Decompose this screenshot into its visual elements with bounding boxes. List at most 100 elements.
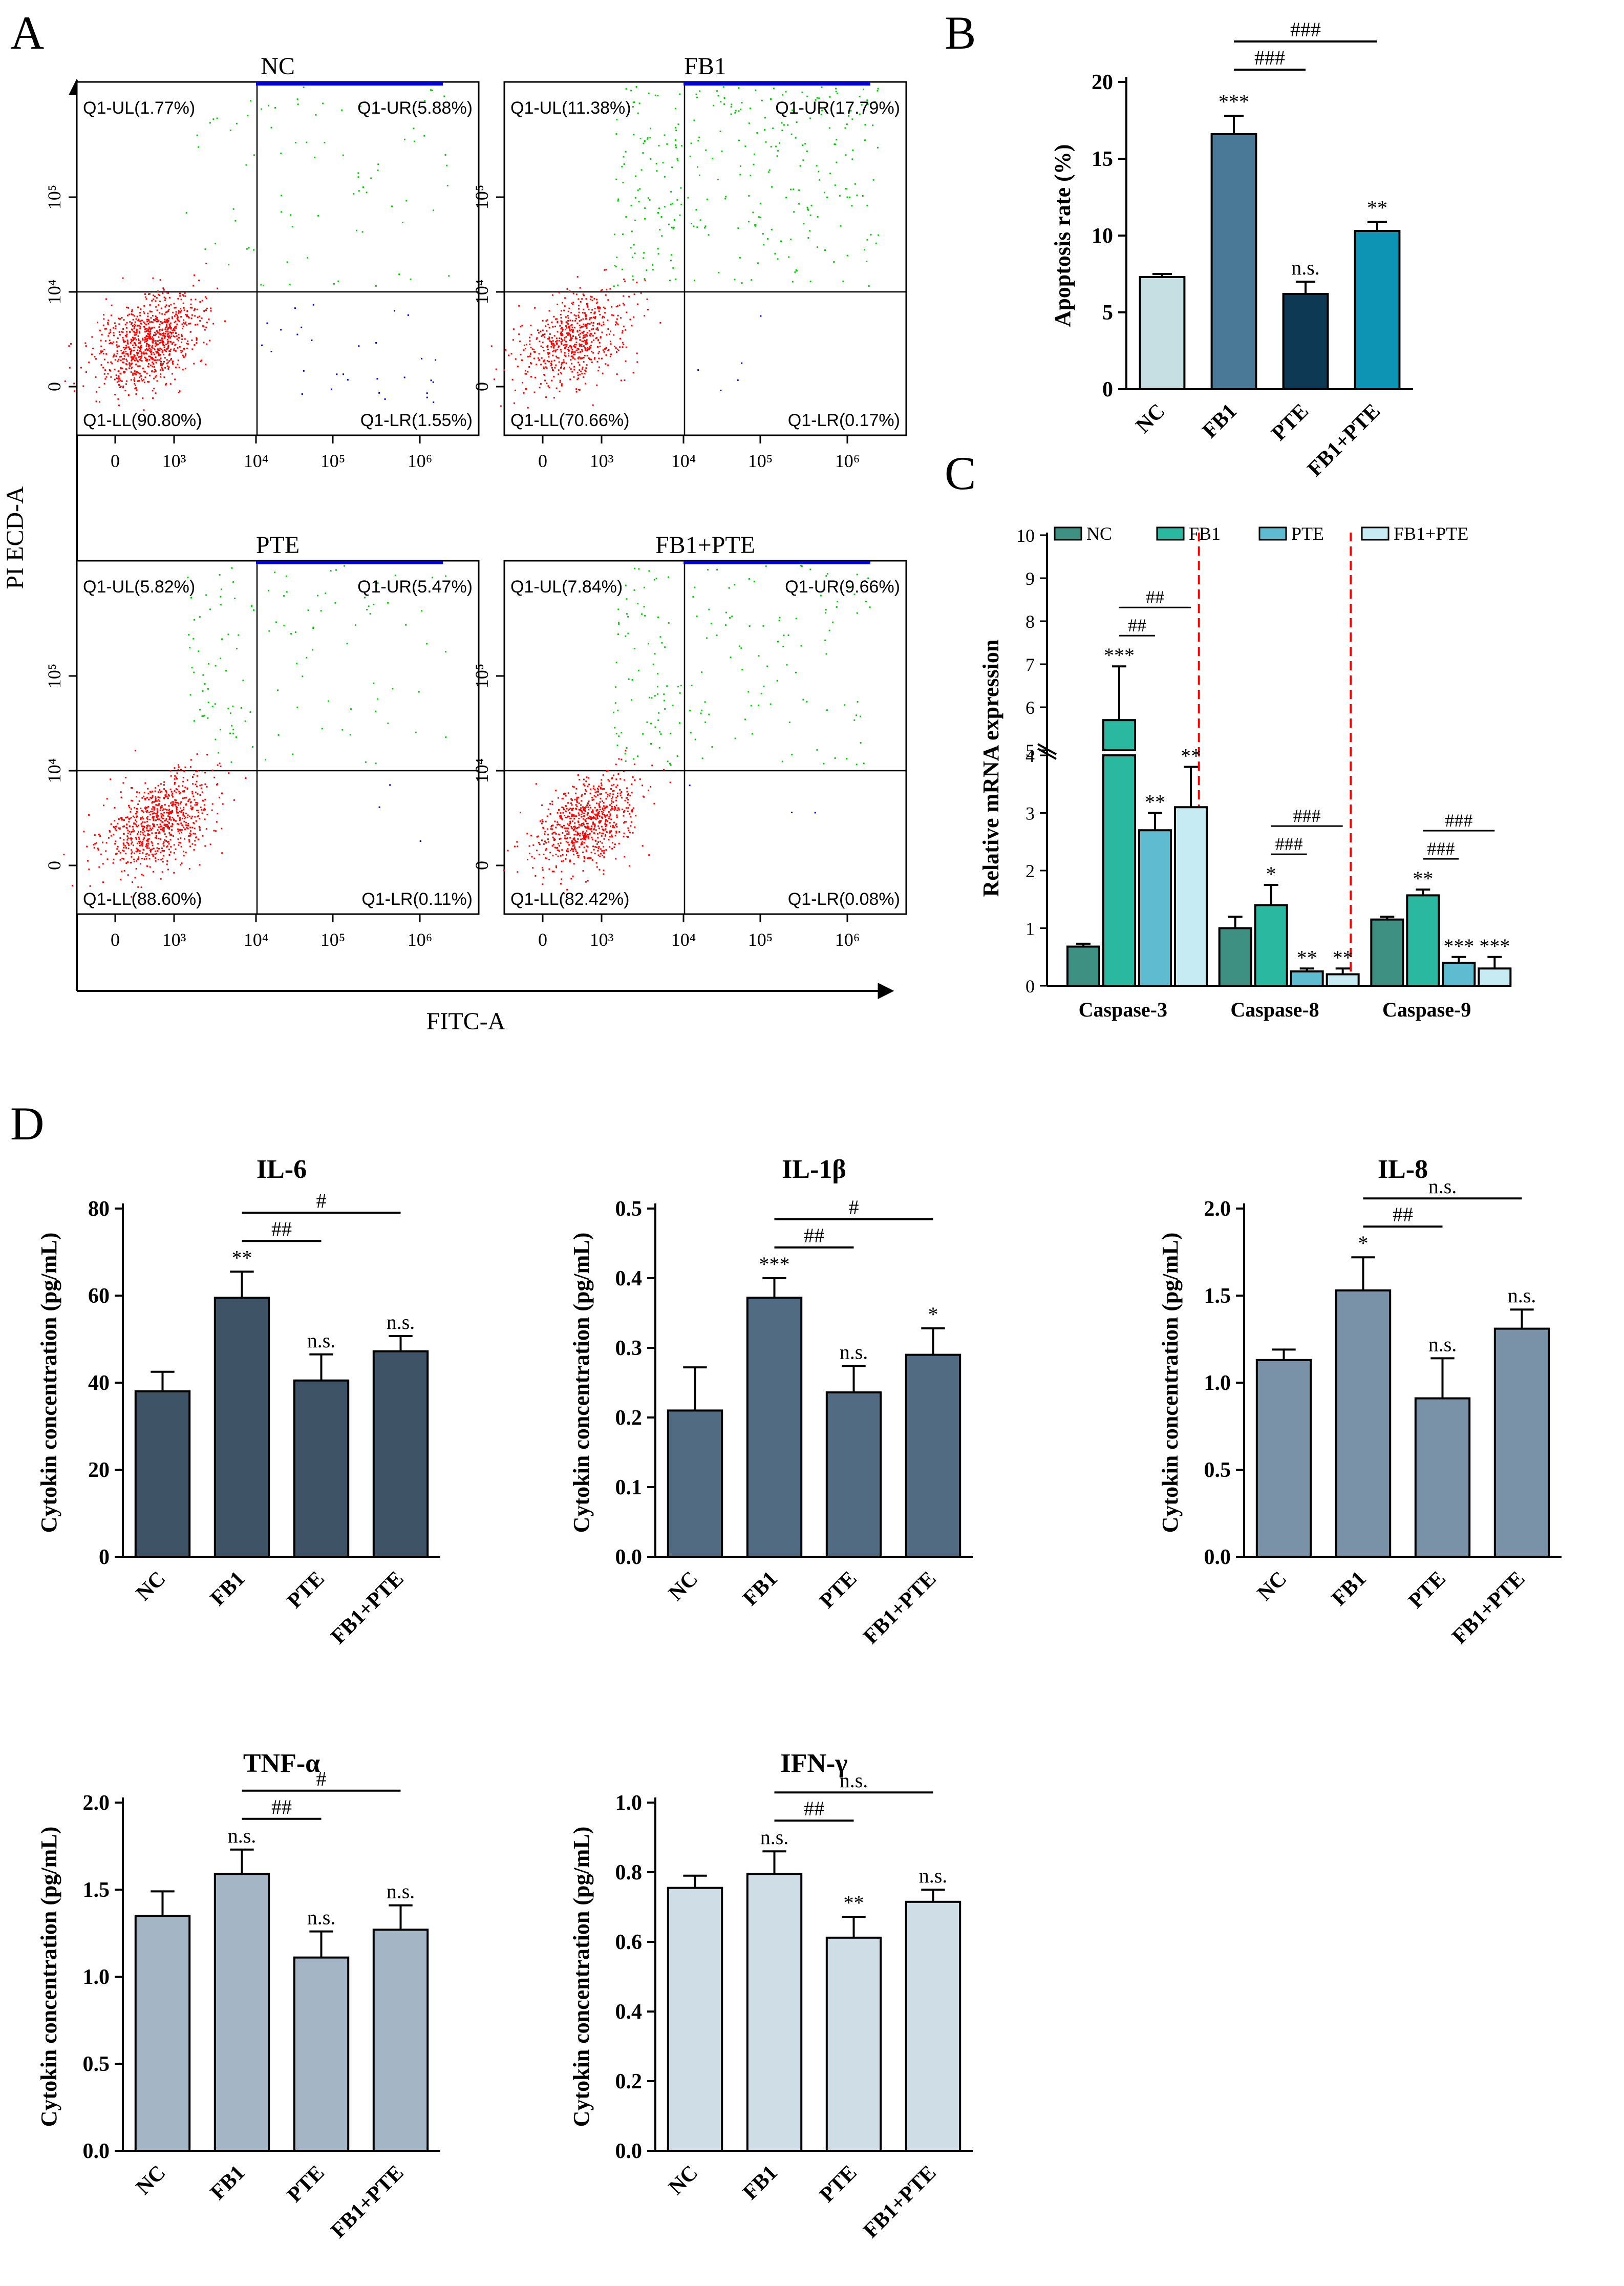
category-label: FB1 — [1327, 1567, 1371, 1611]
y-tick-label: 5 — [1025, 740, 1035, 761]
y-axis-label: Cytokin concentration (pg/mL) — [569, 1827, 594, 2127]
y-tick-label: 1.5 — [83, 1878, 110, 1902]
bar-fb1-pte — [372, 1929, 429, 2152]
y-axis-label: Cytokin concentration (pg/mL) — [569, 1233, 594, 1533]
comparison-label: n.s. — [1428, 1175, 1457, 1198]
legend-swatch — [1156, 526, 1185, 541]
bar-fb1-pte — [905, 1900, 961, 2152]
bar-pte — [1442, 962, 1476, 987]
category-label: FB1+PTE — [327, 2161, 409, 2243]
y-tick-label: 0.0 — [615, 2140, 643, 2163]
x-tick-label: 10⁵ — [748, 451, 773, 471]
x-tick-label: 10³ — [162, 929, 186, 950]
bar-fb1 — [1102, 719, 1136, 751]
bar-fb1 — [1102, 754, 1136, 987]
bar-fb1 — [1335, 1289, 1392, 1558]
y-tick-label: 0.8 — [615, 1861, 643, 1885]
significance-label: * — [1266, 862, 1276, 885]
significance-label: n.s. — [1291, 256, 1320, 279]
comparison-label: ### — [1427, 838, 1455, 859]
x-tick-label: 10⁶ — [835, 451, 860, 471]
y-tick-label: 1 — [1025, 919, 1035, 939]
y-tick-label: 0.6 — [615, 1931, 643, 1954]
category-label: PTE — [1404, 1567, 1450, 1613]
chart-title: IFN-γ — [780, 1749, 847, 1778]
y-tick-label: 2.0 — [83, 1791, 110, 1815]
significance-label: *** — [1219, 90, 1249, 113]
x-tick-label: 10⁵ — [320, 929, 346, 950]
bar-pte — [293, 1379, 350, 1558]
y-tick-label: 0.4 — [615, 1267, 643, 1290]
significance-label: n.s. — [919, 1864, 948, 1887]
group-label: Caspase-9 — [1382, 998, 1471, 1021]
comparison-label: # — [849, 1196, 859, 1219]
chart-title: IL-6 — [257, 1155, 307, 1184]
comparison-label: ### — [1254, 46, 1285, 69]
bar-fb1 — [213, 1297, 270, 1558]
significance-label: *** — [1443, 935, 1474, 958]
bar-chart-tnf-a: TNF-α 0.0 0.5 1.0 1.5 2.0 Cytokin concentratio… — [36, 1749, 440, 2243]
category-label: PTE — [283, 2161, 329, 2207]
significance-label: n.s. — [387, 1880, 415, 1903]
panel-label-d: D — [10, 1097, 44, 1150]
y-tick-label: 20 — [1092, 71, 1113, 94]
category-label: FB1+PTE — [859, 1567, 941, 1649]
bar-nc — [1218, 927, 1252, 987]
y-tick-label: 1.5 — [1204, 1284, 1231, 1308]
category-label: PTE — [815, 2161, 861, 2207]
x-tick-label: 0 — [111, 929, 120, 950]
y-tick-label: 0 — [1025, 976, 1035, 997]
significance-label: *** — [759, 1253, 790, 1276]
quadrant-ll-label: Q1-LL(70.66%) — [510, 411, 629, 430]
comparison-label: ## — [1146, 587, 1164, 607]
significance-label: *** — [1479, 935, 1510, 958]
population-ll-red — [64, 263, 226, 411]
legend-swatch — [1258, 526, 1287, 541]
dot-plot-pte: PTE Q1-UL(5.82%) Q1-UR(5.47%) Q1-LL(88.60%)… — [44, 532, 480, 950]
significance-label: n.s. — [1428, 1332, 1457, 1356]
bar-chart-ifn-g: IFN-γ 0.0 0.2 0.4 0.6 0.8 1.0 Cytokin concentra… — [569, 1749, 973, 2243]
y-tick-label: 9 — [1025, 568, 1035, 589]
quadrant-lr-label: Q1-LR(0.17%) — [788, 411, 900, 430]
group-label: Caspase-3 — [1079, 998, 1167, 1021]
y-tick-label: 10 — [1092, 224, 1113, 248]
y-tick-label: 10⁵ — [472, 664, 492, 689]
bar-pte — [1138, 829, 1172, 987]
comparison-label: ## — [804, 1797, 824, 1820]
y-tick-label: 8 — [1025, 611, 1035, 632]
plot-title: FB1+PTE — [655, 532, 755, 559]
category-label: FB1+PTE — [1448, 1567, 1530, 1649]
plot-title: NC — [261, 53, 295, 80]
y-tick-label: 0.4 — [615, 2000, 643, 2024]
apoptosis-rate-chart: 0 5 10 15 20 Apoptosis rate (%) NC *** FB1 n.s. PT… — [1050, 18, 1413, 481]
y-tick-label: 0 — [472, 382, 492, 391]
y-tick-label: 0 — [1102, 378, 1113, 401]
comparison-label: # — [316, 1189, 327, 1212]
y-tick-label: 10 — [1016, 525, 1035, 546]
y-tick-label: 10⁵ — [44, 664, 65, 689]
category-label: NC — [132, 1567, 170, 1605]
y-tick-label: 0.5 — [1204, 1458, 1231, 1482]
bar-nc — [667, 1887, 723, 2152]
category-label: NC — [1253, 1567, 1291, 1605]
bar-chart-caspase: 0 1 2 3 45 6 7 8 9 10 Relative mRNA expression NC FB… — [978, 523, 1512, 1021]
legend-swatch — [1361, 526, 1390, 541]
bar-fb1-pte — [1478, 967, 1512, 987]
flow-cytometry-panel: PI ECD-A FITC-A NC Q1-UL(1.77%) Q1-UR(5.88… — [2, 53, 907, 1035]
saturation-edge — [256, 561, 443, 564]
comparison-label: ## — [1393, 1203, 1413, 1226]
y-tick-label: 10⁵ — [44, 185, 65, 210]
x-tick-label: 10⁴ — [671, 451, 696, 471]
bar-chart-b: 0 5 10 15 20 Apoptosis rate (%) NC *** FB1 n.s. PT… — [1050, 18, 1413, 481]
y-tick-label: 10⁴ — [44, 758, 65, 784]
plot-frame — [76, 81, 480, 436]
quadrant-lr-label: Q1-LR(0.08%) — [788, 890, 900, 909]
significance-label: n.s. — [760, 1826, 789, 1849]
quadrant-ul-label: Q1-UL(5.82%) — [83, 577, 195, 597]
significance-label: ** — [1367, 196, 1387, 219]
y-tick-label: 80 — [88, 1197, 110, 1221]
bar-chart-il-8: IL-8 0.0 0.5 1.0 1.5 2.0 Cytokin concentration… — [1158, 1155, 1562, 1649]
significance-label: ** — [1145, 791, 1165, 814]
legend-label: PTE — [1291, 523, 1324, 544]
y-tick-label: 5 — [1102, 301, 1113, 325]
